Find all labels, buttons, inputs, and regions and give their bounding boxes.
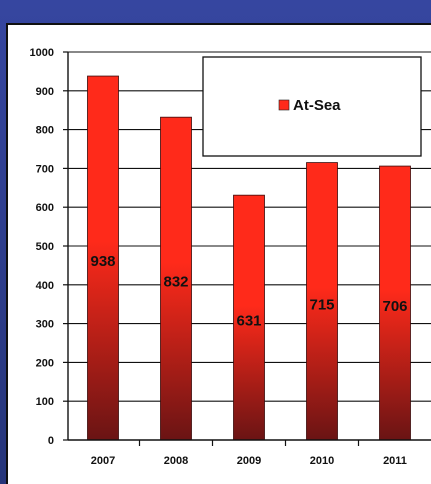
bar-2009 xyxy=(233,194,265,441)
data-labels: 938 832 631 715 706 xyxy=(90,253,407,330)
y-tick-label: 0 xyxy=(48,435,54,447)
y-tick-label: 900 xyxy=(36,86,54,98)
y-tick-label: 200 xyxy=(36,357,54,369)
bar-2010 xyxy=(306,162,338,441)
axes xyxy=(67,52,431,441)
y-tick-label: 400 xyxy=(36,280,54,292)
x-tick-label: 2010 xyxy=(310,455,334,467)
bar-2008 xyxy=(160,116,192,441)
data-label-2011: 706 xyxy=(382,298,407,315)
bars xyxy=(87,75,411,441)
bar-2011 xyxy=(379,165,411,441)
x-tick-label: 2007 xyxy=(91,455,115,467)
data-label-2008: 832 xyxy=(163,274,188,291)
x-tick-label: 2009 xyxy=(237,455,261,467)
y-axis-tick-labels: 0 100 200 300 400 500 600 700 800 900 1000 xyxy=(30,47,54,447)
legend-box xyxy=(202,56,422,157)
y-tick-label: 1000 xyxy=(30,47,54,59)
y-tick-label: 100 xyxy=(36,396,54,408)
x-tick-label: 2008 xyxy=(164,455,188,467)
data-label-2007: 938 xyxy=(90,253,115,270)
y-tick-label: 600 xyxy=(36,202,54,214)
data-label-2009: 631 xyxy=(236,313,261,330)
y-tick-label: 300 xyxy=(36,319,54,331)
x-axis-tick-labels: 2007 2008 2009 2010 2011 xyxy=(91,440,407,467)
data-label-2010: 715 xyxy=(309,296,334,313)
x-tick-label: 2011 xyxy=(383,455,407,467)
legend-swatch xyxy=(278,99,290,111)
legend-label: At-Sea xyxy=(293,97,341,114)
y-tick-label: 800 xyxy=(36,125,54,137)
y-tick-label: 500 xyxy=(36,241,54,253)
y-tick-label: 700 xyxy=(36,163,54,175)
legend: At-Sea xyxy=(202,56,422,157)
